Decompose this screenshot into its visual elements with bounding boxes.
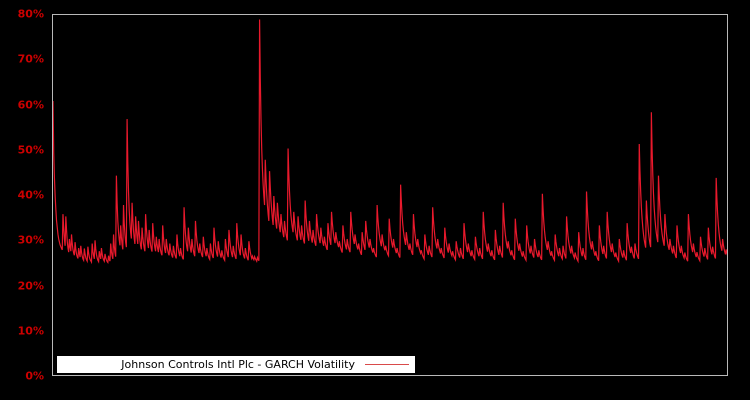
y-tick-label: 30% [17,233,44,247]
y-tick-label: 50% [17,143,44,157]
y-tick-label: 20% [17,279,44,292]
y-tick-label: 10% [17,324,44,338]
garch-volatility-line [53,19,727,265]
y-tick-label: 40% [17,188,44,202]
y-tick-label: 80% [17,7,44,21]
chart-legend: Johnson Controls Intl Plc - GARCH Volati… [57,356,415,373]
legend-line-sample-icon [365,364,409,365]
y-axis-tick-labels: 0% 10% 20% 30% 40% 50% 60% 70% 80% [0,0,52,400]
legend-series-label: Johnson Controls Intl Plc - GARCH Volati… [121,358,355,371]
y-tick-label: 70% [17,52,44,66]
volatility-series-svg [53,19,727,265]
y-tick-label: 60% [17,98,44,111]
plot-area [52,14,728,376]
y-tick-label: 0% [25,369,44,383]
